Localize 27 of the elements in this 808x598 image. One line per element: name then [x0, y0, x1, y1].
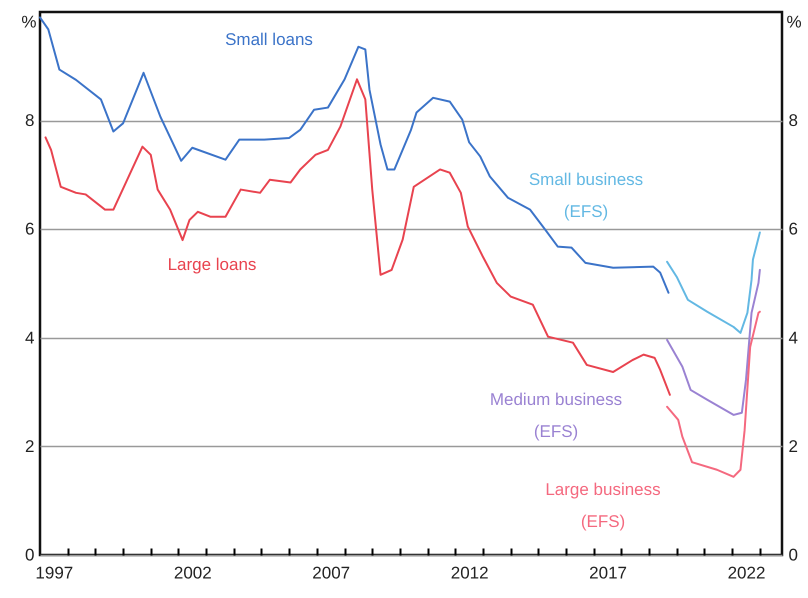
y2-axis-title: %: [786, 12, 802, 32]
x-tick-label: 2002: [174, 564, 212, 582]
y2-tick-label: 2: [788, 436, 798, 456]
x-tick-label: 2022: [728, 564, 766, 582]
line-series: [666, 268, 761, 416]
text: Small loans: [225, 30, 313, 49]
y-tick-label: 8: [25, 111, 34, 130]
y-tick-label: 2: [25, 436, 34, 456]
y-tick-label: 4: [25, 328, 34, 348]
y2-tick-label: 6: [788, 220, 798, 239]
y-tick-label: 6: [25, 220, 34, 239]
series-label: Large loans: [168, 255, 256, 274]
y-axis-title: %: [21, 12, 36, 32]
line-series: [666, 231, 761, 334]
x-tick-label: 1997: [35, 564, 74, 582]
text: Medium business (EFS): [490, 390, 622, 441]
line-series: [39, 16, 670, 294]
text: Large business (EFS): [545, 480, 661, 531]
y-tick-label: 0: [25, 546, 34, 564]
x-tick-label: 2007: [312, 564, 350, 582]
line-series: [666, 310, 761, 478]
y2-tick-label: 8: [788, 111, 798, 130]
x-tick-label: 2017: [589, 564, 627, 582]
y2-tick-label: 4: [788, 328, 798, 348]
y2-tick-label: 0: [788, 546, 798, 564]
x-tick-label: 2012: [450, 564, 489, 582]
text: Small business (EFS): [528, 170, 644, 221]
